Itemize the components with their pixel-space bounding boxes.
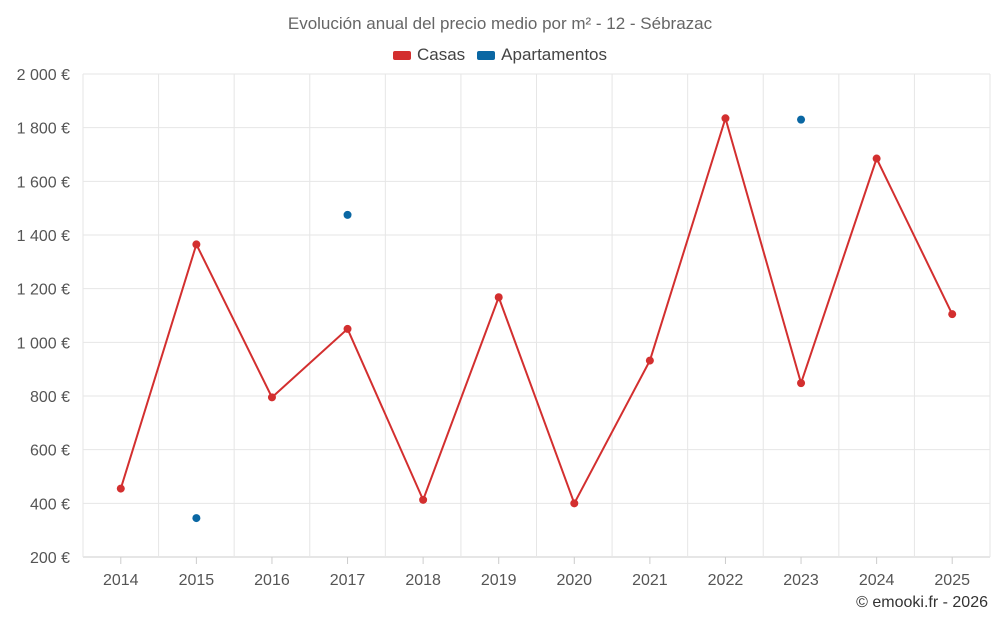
- data-point-casas: [343, 324, 352, 333]
- data-point-casas: [570, 499, 579, 508]
- y-tick-label: 800 €: [30, 389, 70, 406]
- x-tick-label: 2016: [254, 572, 290, 589]
- series-line-casas: [119, 114, 954, 506]
- x-tick-label: 2015: [179, 572, 215, 589]
- x-tick-label: 2020: [556, 572, 592, 589]
- legend-item-casas[interactable]: Casas: [392, 45, 466, 65]
- legend-item-apartamentos[interactable]: Apartamentos: [477, 45, 607, 65]
- x-tick-label: 2021: [632, 572, 668, 589]
- data-point-casas: [116, 484, 125, 493]
- data-point-casas: [419, 495, 428, 504]
- x-tick-label: 2023: [783, 572, 819, 589]
- y-tick-label: 2 000 €: [17, 67, 70, 84]
- y-tick-label: 1 800 €: [17, 121, 70, 138]
- chart-title: Evolución anual del precio medio por m² …: [287, 14, 713, 33]
- data-point-casas: [645, 356, 654, 365]
- data-point-casas: [721, 114, 730, 123]
- y-tick-label: 1 200 €: [17, 282, 70, 299]
- y-tick-label: 1 400 €: [17, 228, 70, 245]
- data-point-apartamentos: [343, 210, 352, 219]
- legend-swatch-casas: [392, 50, 411, 60]
- data-point-apartamentos: [192, 514, 201, 523]
- x-tick-label: 2025: [934, 572, 970, 589]
- copyright-text: © emooki.fr - 2026: [856, 594, 988, 611]
- data-point-casas: [267, 393, 276, 402]
- x-tick-label: 2018: [405, 572, 441, 589]
- data-point-apartamentos: [797, 115, 806, 124]
- y-tick-label: 400 €: [30, 496, 70, 513]
- x-tick-label: 2024: [859, 572, 895, 589]
- legend: Casas Apartamentos: [0, 45, 1000, 65]
- y-tick-label: 600 €: [30, 443, 70, 460]
- legend-label-apartamentos: Apartamentos: [501, 45, 608, 64]
- data-point-casas: [872, 154, 881, 163]
- data-point-casas: [192, 240, 201, 249]
- legend-label-casas: Casas: [416, 45, 466, 64]
- x-tick-label: 2019: [481, 572, 517, 589]
- data-point-casas: [948, 310, 957, 319]
- y-tick-label: 1 000 €: [17, 335, 70, 352]
- legend-swatch-apartamentos: [477, 50, 496, 60]
- data-point-casas: [494, 293, 503, 302]
- data-point-casas: [797, 379, 806, 388]
- x-tick-label: 2022: [708, 572, 744, 589]
- y-tick-label: 1 600 €: [17, 174, 70, 191]
- x-tick-label: 2014: [103, 572, 139, 589]
- x-tick-label: 2017: [330, 572, 366, 589]
- y-tick-label: 200 €: [30, 550, 70, 567]
